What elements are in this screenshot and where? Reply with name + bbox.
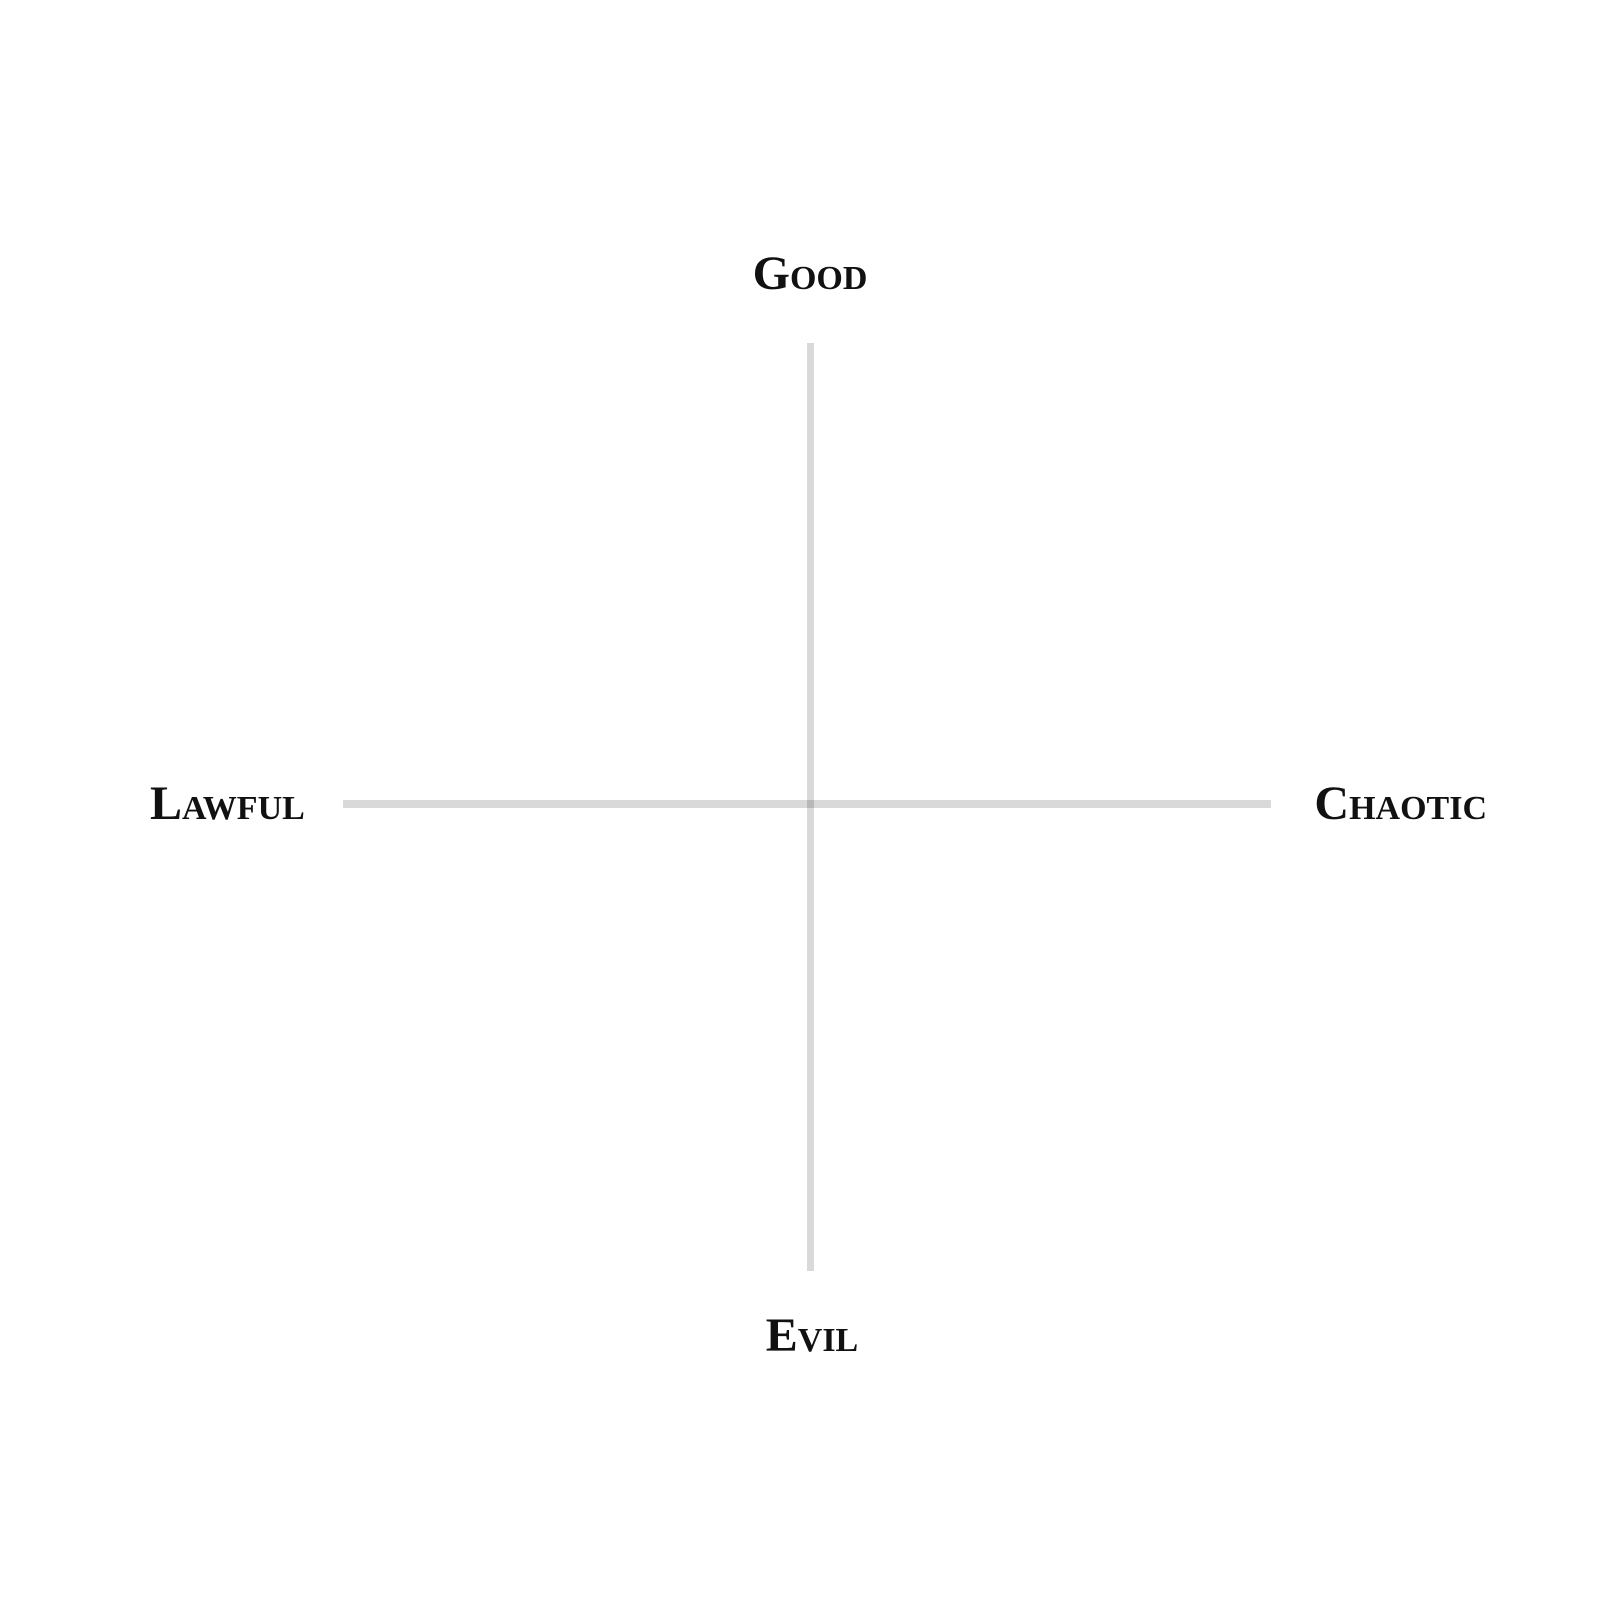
lawful-chaotic-axis <box>343 800 1271 808</box>
lawful-label: Lawful <box>150 777 305 830</box>
good-evil-axis <box>807 343 814 1271</box>
good-label: Good <box>752 247 868 300</box>
chaotic-label: Chaotic <box>1314 777 1487 830</box>
evil-label: Evil <box>765 1309 859 1362</box>
